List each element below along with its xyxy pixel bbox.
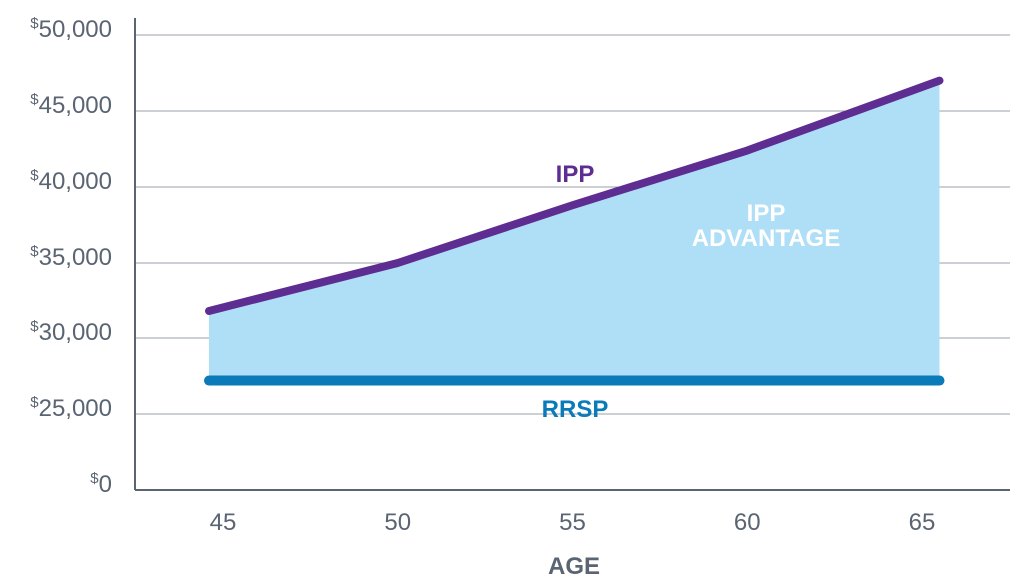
- x-axis-title: AGE: [548, 553, 600, 580]
- y-tick-label-40000: $40,000: [30, 167, 112, 195]
- x-tick-label-65: 65: [909, 509, 936, 536]
- ipp-advantage-area: [209, 80, 940, 381]
- y-tick-label-0: $0: [90, 470, 112, 498]
- advantage-label-line1: IPP: [747, 200, 786, 227]
- x-tick-labels: 45 50 55 60 65: [210, 509, 936, 536]
- y-tick-label-45000: $45,000: [30, 91, 112, 119]
- x-tick-label-50: 50: [384, 509, 411, 536]
- x-tick-label-45: 45: [210, 509, 237, 536]
- y-tick-label-35000: $35,000: [30, 243, 112, 271]
- y-tick-labels: $0 $25,000 $30,000 $35,000 $40,000 $45,000 $50…: [30, 15, 112, 498]
- x-tick-label-60: 60: [734, 509, 761, 536]
- axes: [134, 18, 1010, 491]
- x-tick-label-55: 55: [559, 509, 586, 536]
- rrsp-series-label: RRSP: [542, 396, 609, 423]
- advantage-label-line2: ADVANTAGE: [692, 225, 840, 252]
- ipp-series-line: [205, 76, 944, 315]
- y-tick-label-30000: $30,000: [30, 318, 112, 346]
- ipp-series-label: IPP: [556, 161, 595, 188]
- y-tick-label-25000: $25,000: [30, 394, 112, 422]
- y-tick-label-50000: $50,000: [30, 15, 112, 43]
